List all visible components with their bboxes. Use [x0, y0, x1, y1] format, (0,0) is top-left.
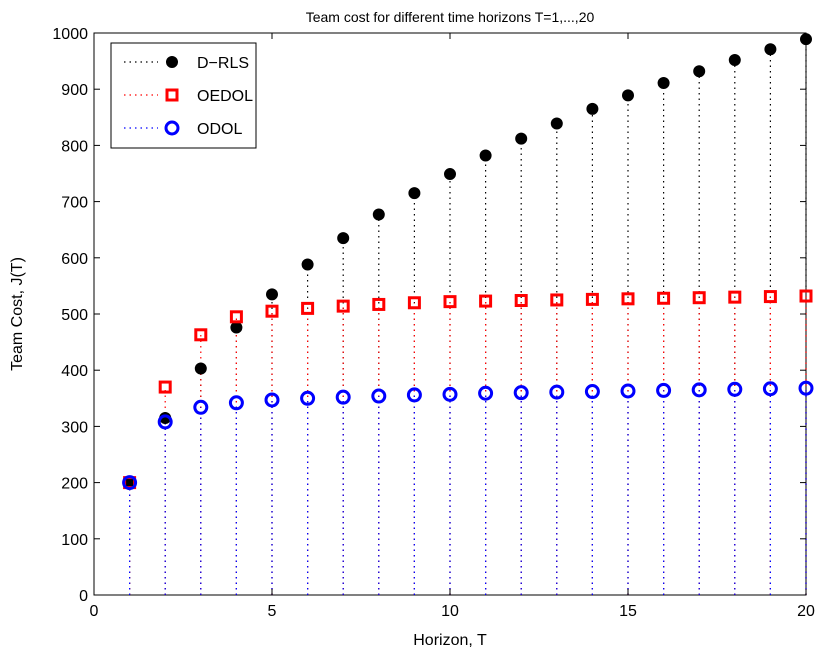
- point-odol: [762, 381, 778, 397]
- point-oedol: [479, 294, 493, 308]
- stems-layer: [129, 39, 807, 595]
- x-axis-title: Horizon, T: [413, 632, 487, 649]
- point-odol: [300, 390, 316, 406]
- point-odol: [656, 382, 672, 398]
- point-d-rls: [657, 77, 670, 90]
- point-d-rls: [372, 208, 385, 221]
- point-d-rls: [337, 232, 350, 245]
- point-odol: [549, 384, 565, 400]
- y-tick-label: 1000: [52, 26, 88, 43]
- legend-marker-odol: [164, 120, 180, 136]
- point-odol: [691, 382, 707, 398]
- point-oedol: [265, 304, 279, 318]
- y-tick-label: 300: [61, 419, 88, 436]
- point-d-rls: [301, 258, 314, 271]
- y-tick-label: 800: [61, 138, 88, 155]
- point-d-rls: [408, 187, 421, 200]
- y-tick-label: 0: [79, 588, 88, 605]
- point-d-rls: [194, 362, 207, 375]
- point-oedol: [657, 291, 671, 305]
- x-tick-label: 10: [441, 603, 459, 620]
- point-odol: [157, 414, 173, 430]
- point-odol: [727, 381, 743, 397]
- point-odol: [620, 383, 636, 399]
- y-tick-label: 600: [61, 251, 88, 268]
- point-d-rls: [266, 288, 278, 301]
- point-odol: [264, 392, 280, 408]
- point-d-rls: [622, 89, 634, 102]
- point-odol: [513, 385, 529, 401]
- point-odol: [798, 380, 814, 396]
- y-tick-label: 500: [61, 307, 88, 324]
- point-d-rls: [764, 43, 777, 56]
- point-odol: [122, 475, 138, 491]
- point-odol: [193, 399, 209, 415]
- point-oedol: [301, 301, 315, 315]
- legend-label-oedol: OEDOL: [197, 88, 253, 105]
- y-tick-label: 200: [61, 476, 88, 493]
- markers-layer: [122, 33, 814, 491]
- point-oedol: [692, 291, 706, 305]
- y-tick-label: 700: [61, 195, 88, 212]
- point-odol: [442, 386, 458, 402]
- legend-label-odol: ODOL: [197, 121, 242, 138]
- point-oedol: [728, 290, 742, 304]
- point-oedol: [229, 310, 243, 324]
- legend: D−RLS OEDOL ODOL: [110, 42, 257, 149]
- point-d-rls: [550, 117, 563, 130]
- x-tick-label: 0: [90, 603, 99, 620]
- point-d-rls: [230, 321, 243, 334]
- point-oedol: [763, 290, 777, 304]
- point-d-rls: [515, 132, 528, 145]
- point-oedol: [372, 297, 386, 311]
- legend-label-d-rls: D−RLS: [197, 55, 249, 72]
- point-oedol: [799, 289, 813, 303]
- point-d-rls: [586, 102, 599, 115]
- point-oedol: [514, 294, 528, 308]
- point-d-rls: [444, 168, 456, 181]
- chart-title: Team cost for different time horizons T=…: [306, 9, 595, 25]
- y-tick-label: 900: [61, 82, 88, 99]
- point-oedol: [336, 299, 350, 313]
- x-tick-label: 5: [268, 603, 277, 620]
- y-tick-label: 100: [61, 532, 88, 549]
- point-odol: [406, 387, 422, 403]
- x-tick-label: 20: [797, 603, 815, 620]
- point-oedol: [158, 380, 172, 394]
- legend-marker-oedol: [165, 88, 179, 102]
- point-oedol: [194, 328, 208, 342]
- point-oedol: [621, 292, 635, 306]
- point-odol: [228, 395, 244, 411]
- point-odol: [584, 384, 600, 400]
- point-oedol: [407, 296, 421, 310]
- point-odol: [335, 389, 351, 405]
- point-d-rls: [693, 65, 706, 78]
- point-odol: [478, 385, 494, 401]
- point-d-rls: [479, 149, 492, 162]
- point-odol: [371, 388, 387, 404]
- y-axis-title: Team Cost, J(T): [9, 257, 26, 371]
- legend-marker-d-rls: [166, 56, 178, 68]
- x-tick-label: 15: [619, 603, 637, 620]
- point-oedol: [585, 292, 599, 306]
- point-oedol: [550, 293, 564, 307]
- point-d-rls: [728, 53, 741, 66]
- y-tick-label: 400: [61, 363, 88, 380]
- point-oedol: [443, 295, 457, 309]
